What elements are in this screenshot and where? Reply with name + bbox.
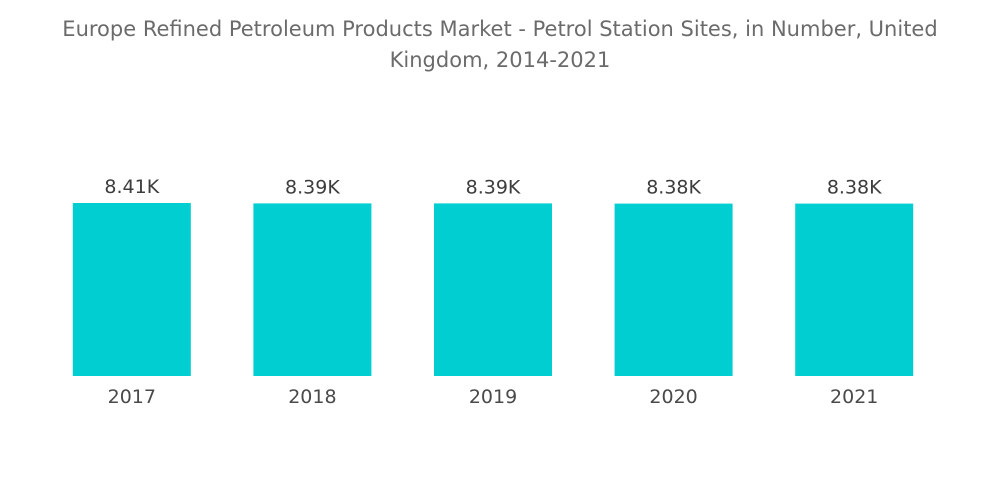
bar-2020	[614, 203, 733, 376]
x-tick-label-2020: 2020	[649, 386, 697, 408]
data-label-2018: 8.39K	[285, 176, 340, 198]
bar-2021	[795, 203, 914, 376]
chart-title: Europe Refined Petroleum Products Market…	[62, 17, 938, 72]
x-tick-label-2021: 2021	[830, 386, 878, 408]
data-label-2019: 8.39K	[466, 176, 521, 198]
x-tick-label-2019: 2019	[469, 386, 517, 408]
data-label-2021: 8.38K	[827, 177, 882, 199]
x-tick-label-2017: 2017	[108, 386, 156, 408]
bar-2018	[253, 203, 372, 376]
data-label-2017: 8.41K	[104, 176, 159, 198]
bar-2019	[434, 203, 552, 376]
x-tick-label-2018: 2018	[288, 386, 336, 408]
bar-2017	[72, 203, 191, 376]
data-label-2020: 8.38K	[646, 177, 701, 199]
